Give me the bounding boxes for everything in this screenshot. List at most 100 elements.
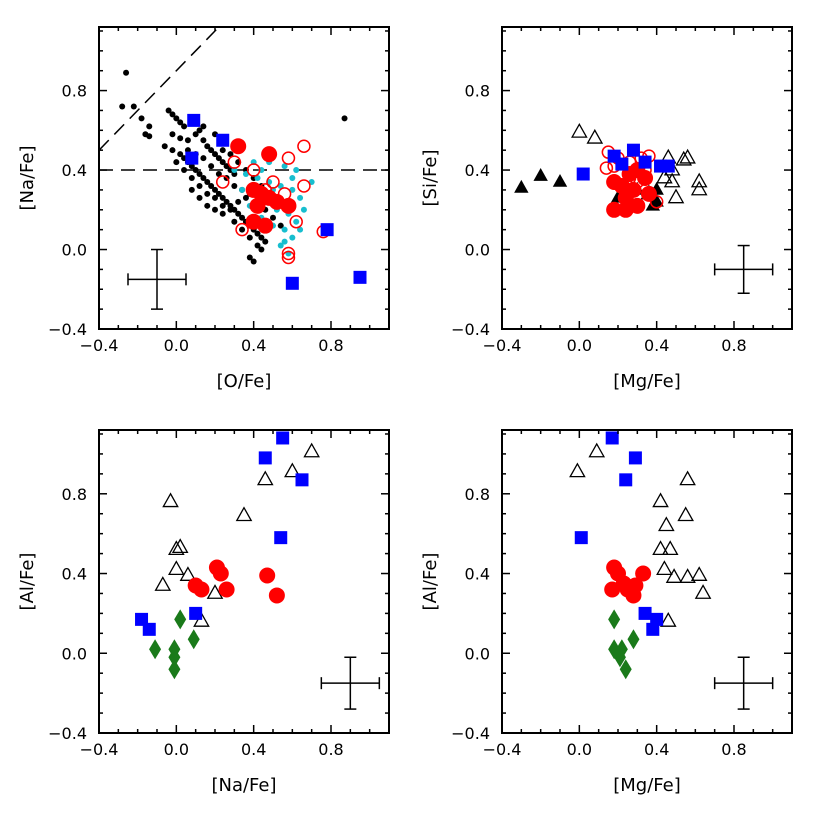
data-point <box>656 168 673 184</box>
y-axis-label: [Si/Fe] <box>420 150 441 207</box>
data-point <box>235 198 242 205</box>
data-point <box>196 127 203 134</box>
data-point <box>280 197 297 214</box>
data-point <box>138 115 145 122</box>
data-point <box>635 565 652 582</box>
plot-area <box>569 431 712 680</box>
data-point <box>187 629 200 650</box>
data-point <box>599 161 614 175</box>
data-point <box>277 187 292 201</box>
data-point <box>679 568 696 583</box>
data-point <box>142 131 149 138</box>
data-point <box>533 168 548 181</box>
data-point <box>571 122 588 138</box>
y-tick-label: 0.4 <box>62 565 87 584</box>
data-point <box>293 218 300 225</box>
y-tick-label: 0.0 <box>62 644 87 663</box>
y-tick-label: 0.0 <box>465 644 490 663</box>
data-point <box>219 194 226 201</box>
x-tick-label: 0.8 <box>721 336 746 355</box>
data-point <box>285 276 299 290</box>
x-axis-label: [Na/Fe] <box>211 775 276 796</box>
axes-frame <box>98 429 390 734</box>
data-point <box>212 186 218 193</box>
data-point <box>196 171 203 178</box>
x-tick-label: 0.8 <box>318 336 343 355</box>
series-open-triangle <box>571 122 708 204</box>
data-point <box>123 69 130 76</box>
data-point <box>514 179 529 193</box>
data-point <box>196 194 203 201</box>
data-point <box>619 659 632 680</box>
data-point <box>204 190 211 197</box>
data-point <box>629 197 646 214</box>
data-point <box>658 516 675 532</box>
data-point <box>297 139 311 153</box>
data-point <box>625 587 642 604</box>
data-point <box>552 173 568 187</box>
data-point <box>173 115 180 122</box>
data-point <box>626 143 640 157</box>
data-point <box>239 214 246 221</box>
data-point <box>622 171 637 185</box>
x-tick-label: 0.8 <box>721 740 746 759</box>
data-point <box>208 163 215 170</box>
data-point <box>161 143 168 150</box>
data-point <box>665 568 683 583</box>
series-open-circle <box>215 139 331 265</box>
data-point <box>300 206 307 213</box>
data-point <box>227 155 242 169</box>
data-point <box>245 213 262 230</box>
reference-line <box>99 27 220 151</box>
data-point <box>149 639 162 660</box>
y-tick-label: 0.0 <box>62 241 87 260</box>
data-point <box>204 178 211 185</box>
data-point <box>258 234 265 241</box>
data-point <box>569 462 586 478</box>
data-point <box>630 175 645 189</box>
data-point <box>246 163 261 177</box>
error-bar <box>320 656 381 710</box>
x-axis-label: [O/Fe] <box>217 371 272 392</box>
data-point <box>215 171 222 178</box>
data-point <box>576 167 590 181</box>
data-point <box>235 222 249 237</box>
data-point <box>119 103 126 110</box>
data-point <box>242 194 249 201</box>
y-tick-label: −0.4 <box>48 724 87 743</box>
panel-top-right: −0.4 0.0 0.4 0.8 −0.4 0.0 0.4 0.8 [Mg/Fe] [Si/Fe] <box>420 26 793 392</box>
data-point <box>235 210 242 217</box>
data-point <box>586 128 604 144</box>
series-square <box>185 113 367 290</box>
data-point <box>258 451 272 465</box>
y-tick-label: 0.4 <box>465 161 490 180</box>
data-point <box>146 123 153 130</box>
data-point <box>588 442 606 458</box>
data-point <box>679 470 696 486</box>
data-point <box>274 531 288 545</box>
series-circle <box>187 559 285 604</box>
data-point <box>638 155 652 169</box>
data-point <box>216 133 230 147</box>
series-dot <box>119 69 348 265</box>
data-point <box>200 123 207 130</box>
data-point <box>638 606 652 620</box>
data-point <box>606 201 623 218</box>
y-tick-label: −0.4 <box>48 320 87 339</box>
data-point <box>168 540 185 556</box>
x-tick-label: 0.4 <box>241 740 266 759</box>
data-point <box>168 647 181 668</box>
data-point <box>215 155 222 162</box>
x-tick-label: 0.0 <box>567 336 592 355</box>
data-point <box>297 179 311 193</box>
data-point <box>627 629 640 650</box>
data-point <box>165 107 172 114</box>
data-point <box>171 538 189 554</box>
error-bar <box>127 248 187 310</box>
y-tick-label: 0.8 <box>465 485 490 504</box>
data-point <box>266 175 280 189</box>
data-point <box>200 137 207 144</box>
data-point <box>281 226 288 233</box>
data-point <box>677 506 694 522</box>
panel-bottom-right: −0.4 0.0 0.4 0.8 −0.4 0.0 0.4 0.8 [Mg/Fe] [Al/Fe] <box>420 429 793 796</box>
